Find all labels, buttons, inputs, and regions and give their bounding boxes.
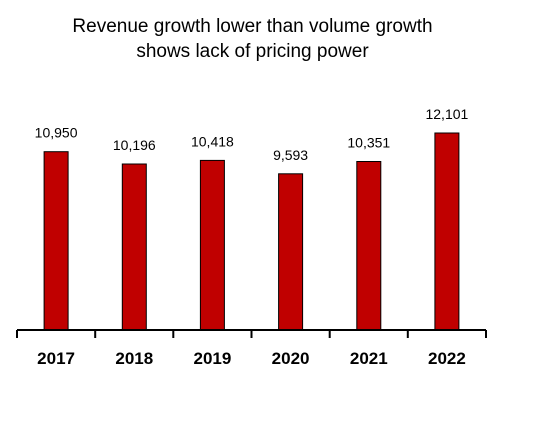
x-tick-label-2018: 2018	[115, 349, 153, 368]
x-tick-label-2021: 2021	[350, 349, 388, 368]
bar-2022	[434, 132, 460, 331]
bar-2021	[356, 161, 382, 331]
x-tick-label-2020: 2020	[272, 349, 310, 368]
value-label-2019: 10,418	[191, 133, 234, 149]
value-label-2020: 9,593	[273, 147, 308, 163]
chart-title-line-2: shows lack of pricing power	[136, 41, 369, 62]
chart-title: Revenue growth lower than volume growth …	[0, 14, 505, 64]
bar-2018	[121, 163, 147, 331]
value-label-2021: 10,351	[347, 135, 390, 151]
x-tick-label-2019: 2019	[193, 349, 231, 368]
value-label-2017: 10,950	[35, 125, 78, 141]
x-tick-label-2017: 2017	[37, 349, 75, 368]
value-label-2022: 12,101	[425, 106, 468, 122]
bar-2020	[278, 173, 304, 331]
chart-title-line-1: Revenue growth lower than volume growth	[72, 16, 433, 37]
bar-2019	[199, 159, 225, 331]
value-label-2018: 10,196	[113, 137, 156, 153]
x-tick-label-2022: 2022	[428, 349, 466, 368]
bar-2017	[43, 151, 69, 331]
